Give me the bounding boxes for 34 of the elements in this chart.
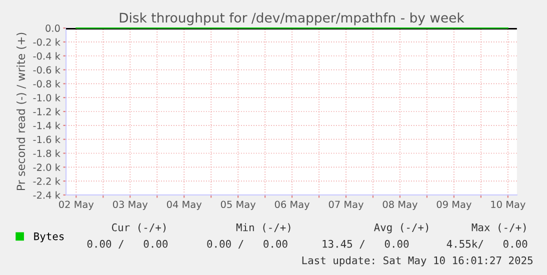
text: 4.55k/ 0.00 bbox=[446, 240, 528, 249]
y-tick-label: -0.8 k bbox=[33, 80, 60, 88]
y-tick-label: 0.0 bbox=[46, 24, 60, 32]
x-tick-label: 08 May bbox=[382, 200, 418, 210]
y-tick-label: -1.6 k bbox=[33, 136, 60, 144]
chart-title: Disk throughput for /dev/mapper/mpathfn - by week bbox=[120, 12, 464, 26]
y-tick-label: -1.8 k bbox=[33, 150, 60, 158]
y-tick-label: -2.2 k bbox=[33, 177, 60, 185]
x-tick-label: 10 May bbox=[491, 200, 526, 210]
x-tick-label: 07 May bbox=[328, 200, 364, 210]
text: 13.45 / 0.00 bbox=[322, 240, 409, 249]
y-tick-label: -0.2 k bbox=[33, 38, 60, 46]
y-tick-label: -2.0 k bbox=[33, 163, 60, 171]
x-tick-label: 06 May bbox=[274, 200, 310, 210]
y-tick-label: -0.4 k bbox=[33, 52, 60, 60]
text: Max (-/+) bbox=[472, 223, 526, 233]
text: Cur (-/+) bbox=[112, 223, 166, 233]
text: Min (-/+) bbox=[236, 223, 290, 233]
y-tick-label: -0.6 k bbox=[33, 66, 60, 74]
y-tick-label: -1.2 k bbox=[33, 108, 60, 116]
text: Avg (-/+) bbox=[374, 223, 428, 234]
text: Last update: Sat May 10 16:01:27 2025 bbox=[302, 256, 532, 266]
x-tick-label: 05 May bbox=[220, 200, 256, 210]
text: 0.00 / 0.00 bbox=[87, 240, 168, 249]
y-tick-label: -2.4 k bbox=[33, 191, 60, 199]
x-tick-label: 09 May bbox=[436, 200, 472, 210]
x-tick-label: 04 May bbox=[166, 200, 202, 210]
text: 0.00 / 0.00 bbox=[207, 240, 288, 249]
x-tick-label: 03 May bbox=[112, 200, 148, 210]
y-axis-title: Pr second read (-) / write (+) bbox=[16, 32, 26, 190]
x-tick-label: 02 May bbox=[59, 200, 94, 210]
y-tick-label: -1.4 k bbox=[33, 122, 60, 130]
y-tick-label: -1.0 k bbox=[33, 94, 60, 102]
legend-label: Bytes bbox=[34, 232, 64, 242]
